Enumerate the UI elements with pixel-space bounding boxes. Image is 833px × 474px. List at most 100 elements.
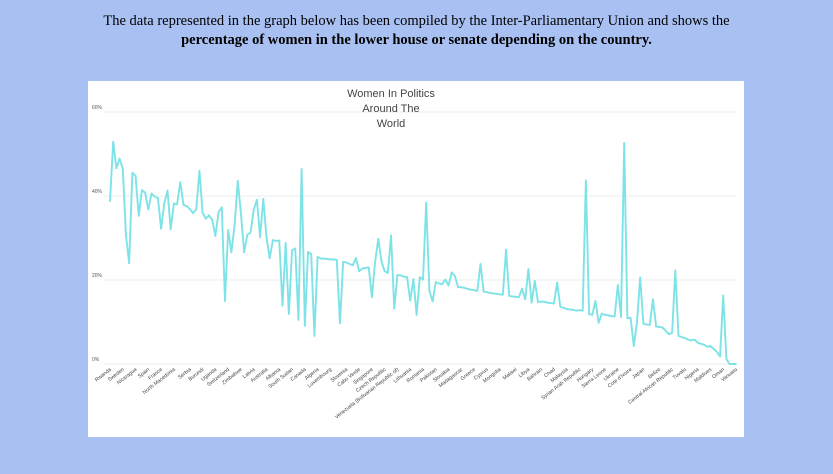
data-point — [517, 296, 520, 299]
data-point — [632, 345, 635, 347]
data-point — [425, 201, 428, 204]
data-point — [562, 306, 565, 309]
data-point — [319, 257, 322, 260]
data-point — [182, 203, 185, 206]
data-point — [594, 300, 597, 302]
data-point — [198, 169, 201, 172]
data-point — [498, 293, 501, 296]
data-point — [505, 248, 507, 251]
data-point — [141, 189, 143, 192]
data-point — [131, 172, 134, 174]
data-point — [236, 179, 239, 182]
data-point — [450, 271, 453, 274]
data-point — [588, 313, 590, 315]
data-point — [128, 262, 131, 265]
data-point — [444, 278, 447, 281]
data-point — [310, 253, 313, 255]
data-point — [208, 214, 210, 217]
data-point — [367, 266, 370, 269]
data-point — [482, 290, 485, 293]
chart-card: 0% 20% 40% 60% Women In Politics Around The W… — [88, 81, 744, 437]
data-point — [399, 274, 402, 277]
data-point — [572, 308, 575, 311]
data-point — [278, 239, 281, 242]
data-point — [581, 309, 584, 312]
data-point — [163, 202, 166, 205]
data-point — [607, 314, 610, 317]
data-point — [438, 282, 440, 285]
data-point — [613, 315, 616, 318]
data-point — [284, 242, 287, 244]
data-point — [147, 208, 150, 211]
data-point — [610, 315, 613, 318]
data-point — [648, 324, 651, 326]
data-point — [527, 268, 530, 270]
chart-title-line: World — [377, 118, 406, 130]
data-point — [351, 264, 354, 267]
data-point — [230, 251, 233, 254]
data-point — [479, 263, 482, 265]
data-point — [693, 338, 696, 341]
data-point — [233, 224, 236, 227]
data-point — [623, 142, 626, 144]
data-point — [428, 290, 431, 292]
y-tick-label: 40% — [92, 189, 103, 195]
data-point — [626, 317, 629, 320]
data-point — [485, 291, 488, 294]
data-point — [364, 266, 367, 269]
data-point — [160, 227, 163, 230]
y-tick-label: 20% — [92, 273, 103, 279]
data-point — [492, 292, 495, 295]
data-point — [584, 179, 587, 182]
data-point — [134, 174, 137, 177]
data-point — [495, 292, 498, 295]
data-point — [291, 249, 293, 252]
data-point — [265, 236, 268, 239]
data-point — [348, 263, 351, 265]
data-point — [240, 212, 242, 215]
data-point — [629, 316, 632, 319]
chart-title: Women In Politics Around The World — [347, 88, 435, 130]
y-axis: 0% 20% 40% 60% — [92, 105, 103, 363]
data-point — [316, 256, 319, 258]
data-point — [604, 313, 606, 316]
data-point — [380, 260, 383, 263]
data-point — [706, 345, 709, 348]
data-point — [377, 237, 380, 240]
data-point — [137, 214, 140, 217]
data-point — [664, 329, 667, 332]
data-point — [460, 286, 463, 289]
data-point — [418, 276, 421, 278]
data-point — [575, 309, 578, 312]
data-point — [374, 261, 376, 263]
series-layer — [109, 140, 737, 365]
data-point — [339, 322, 341, 325]
data-point — [176, 203, 178, 206]
data-point — [112, 140, 115, 143]
data-point — [294, 247, 297, 250]
data-point — [396, 274, 399, 276]
data-point — [658, 326, 661, 328]
chart-title-line: Around The — [362, 103, 419, 115]
data-point — [169, 228, 172, 231]
data-point — [153, 195, 156, 198]
data-point — [712, 347, 715, 350]
data-point — [699, 342, 702, 345]
data-point — [600, 312, 603, 315]
data-point — [431, 300, 434, 303]
data-point — [275, 240, 277, 242]
data-point — [390, 234, 392, 237]
x-tick-label: Japan — [631, 367, 646, 381]
data-point — [668, 333, 670, 336]
data-point — [125, 234, 127, 237]
intro-line-2: percentage of women in the lower house o… — [181, 32, 652, 48]
data-point — [463, 287, 466, 289]
data-point — [616, 284, 619, 286]
data-point — [415, 313, 418, 316]
data-point — [386, 271, 389, 274]
data-point — [211, 219, 214, 221]
data-point — [192, 212, 194, 215]
data-point — [565, 308, 568, 310]
data-point — [144, 191, 147, 194]
